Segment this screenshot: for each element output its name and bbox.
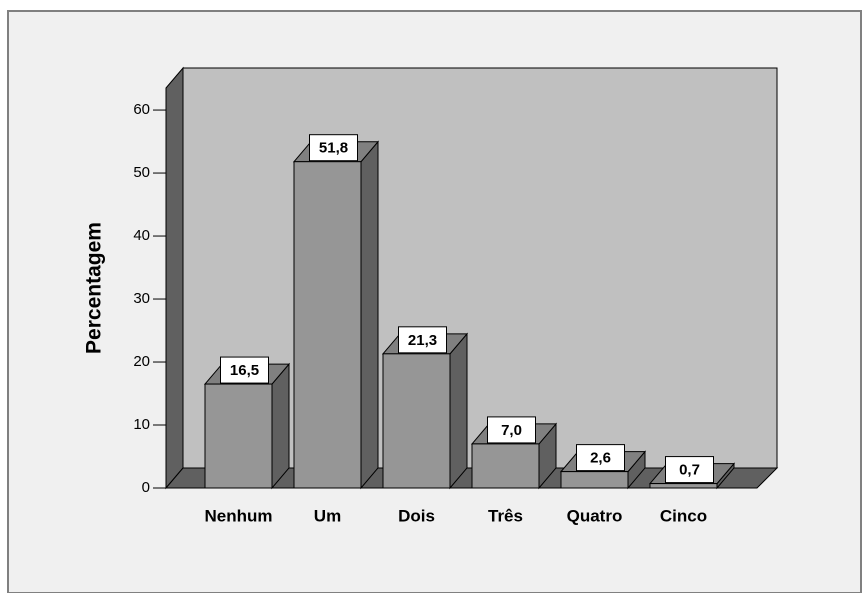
y-tick-label: 40 bbox=[133, 227, 150, 244]
y-tick-label: 0 bbox=[142, 479, 150, 496]
value-label: 7,0 bbox=[501, 422, 522, 439]
x-tick-label: Nenhum bbox=[205, 506, 273, 525]
bar-side bbox=[360, 140, 379, 490]
value-label-box bbox=[665, 456, 714, 484]
y-tick-label: 50 bbox=[133, 164, 150, 181]
y-axis-label: Percentagem bbox=[83, 222, 106, 354]
bar bbox=[293, 161, 362, 489]
bar bbox=[471, 443, 540, 489]
value-label: 21,3 bbox=[408, 332, 437, 349]
bar bbox=[560, 471, 629, 489]
bar-side bbox=[449, 332, 468, 490]
y-tick-label: 30 bbox=[133, 290, 150, 307]
bar bbox=[382, 353, 451, 489]
x-tick-label: Dois bbox=[398, 506, 435, 525]
x-tick-label: Um bbox=[314, 506, 341, 525]
value-label: 51,8 bbox=[319, 140, 348, 157]
left-wall bbox=[165, 66, 184, 490]
x-tick-label: Três bbox=[488, 506, 523, 525]
x-tick-label: Quatro bbox=[567, 506, 623, 525]
value-label-box bbox=[220, 356, 269, 384]
value-label-box bbox=[576, 444, 625, 472]
y-tick-label: 10 bbox=[133, 416, 150, 433]
value-label-box bbox=[398, 326, 447, 354]
bar bbox=[649, 483, 718, 489]
value-label-box bbox=[487, 416, 536, 444]
value-label: 2,6 bbox=[590, 450, 611, 467]
bar-side bbox=[271, 362, 290, 490]
value-label: 16,5 bbox=[230, 362, 259, 379]
bar bbox=[204, 383, 273, 489]
value-label-box bbox=[309, 134, 358, 162]
y-tick-label: 20 bbox=[133, 353, 150, 370]
value-label: 0,7 bbox=[679, 462, 700, 479]
x-tick-label: Cinco bbox=[660, 506, 707, 525]
y-tick-label: 60 bbox=[133, 101, 150, 118]
